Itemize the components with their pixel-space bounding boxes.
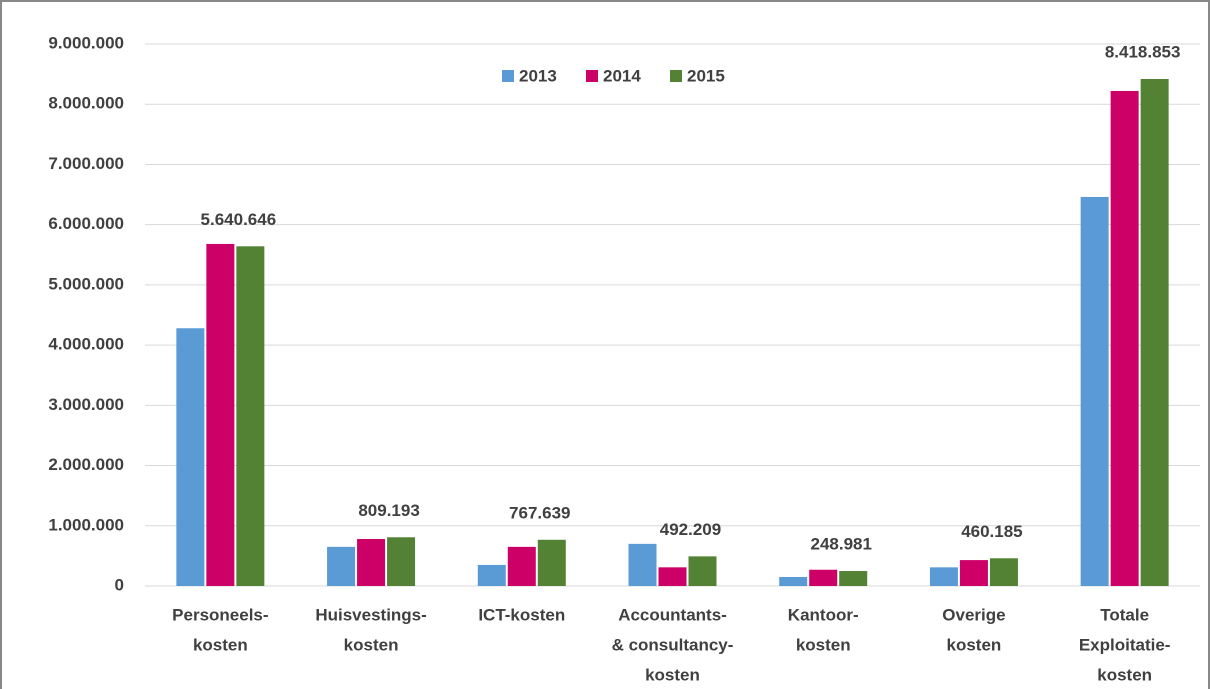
bar (839, 571, 868, 586)
bar (959, 560, 988, 586)
y-tick-label: 5.000.000 (48, 274, 124, 293)
legend-label: 2013 (519, 66, 557, 85)
y-tick-label: 3.000.000 (48, 395, 124, 414)
x-tick-label: kosten (796, 635, 851, 654)
bar (809, 569, 838, 586)
x-tick-label: kosten (1097, 665, 1152, 684)
legend-label: 2015 (687, 66, 725, 85)
bar (1080, 196, 1109, 586)
bar (658, 567, 687, 586)
bar (206, 243, 235, 586)
bar (1110, 90, 1139, 587)
x-tick-label: kosten (947, 635, 1002, 654)
bar (929, 567, 958, 586)
x-tick-label: Overige (942, 605, 1005, 624)
bar (507, 546, 536, 586)
data-label: 460.185 (961, 522, 1022, 541)
x-tick-label: kosten (344, 635, 399, 654)
bar (628, 543, 657, 586)
legend-swatch (502, 70, 514, 82)
y-tick-label: 4.000.000 (48, 335, 124, 354)
bar (1140, 78, 1169, 587)
bar (176, 328, 205, 586)
bar (477, 564, 506, 586)
x-tick-label: Huisvestings- (315, 605, 426, 624)
y-tick-label: 7.000.000 (48, 154, 124, 173)
x-tick-label: Exploitatie- (1079, 635, 1171, 654)
bar (327, 546, 356, 586)
legend-label: 2014 (603, 66, 641, 85)
x-tick-label: Totale (1100, 605, 1149, 624)
bar (779, 576, 808, 586)
bar (688, 556, 717, 586)
data-label: 809.193 (358, 501, 419, 520)
y-tick-label: 9.000.000 (48, 33, 124, 52)
legend-swatch (670, 70, 682, 82)
bar (537, 539, 566, 586)
y-tick-label: 6.000.000 (48, 214, 124, 233)
bar (989, 558, 1018, 586)
legend-swatch (586, 70, 598, 82)
x-tick-label: kosten (645, 665, 700, 684)
x-tick-label: ICT-kosten (478, 605, 565, 624)
x-tick-label: Personeels- (172, 605, 268, 624)
y-tick-label: 2.000.000 (48, 455, 124, 474)
bar (236, 246, 265, 586)
x-tick-label: Accountants- (618, 605, 727, 624)
x-tick-label: & consultancy- (612, 635, 734, 654)
x-tick-label: kosten (193, 635, 248, 654)
y-tick-label: 1.000.000 (48, 515, 124, 534)
data-label: 5.640.646 (201, 210, 277, 229)
y-tick-label: 0 (115, 575, 124, 594)
data-label: 767.639 (509, 503, 570, 522)
x-tick-label: Kantoor- (788, 605, 859, 624)
data-label: 492.209 (660, 520, 721, 539)
y-tick-label: 8.000.000 (48, 94, 124, 113)
data-label: 248.981 (810, 534, 871, 553)
bar (357, 539, 386, 586)
data-label: 8.418.853 (1105, 42, 1181, 61)
bar (387, 537, 416, 586)
